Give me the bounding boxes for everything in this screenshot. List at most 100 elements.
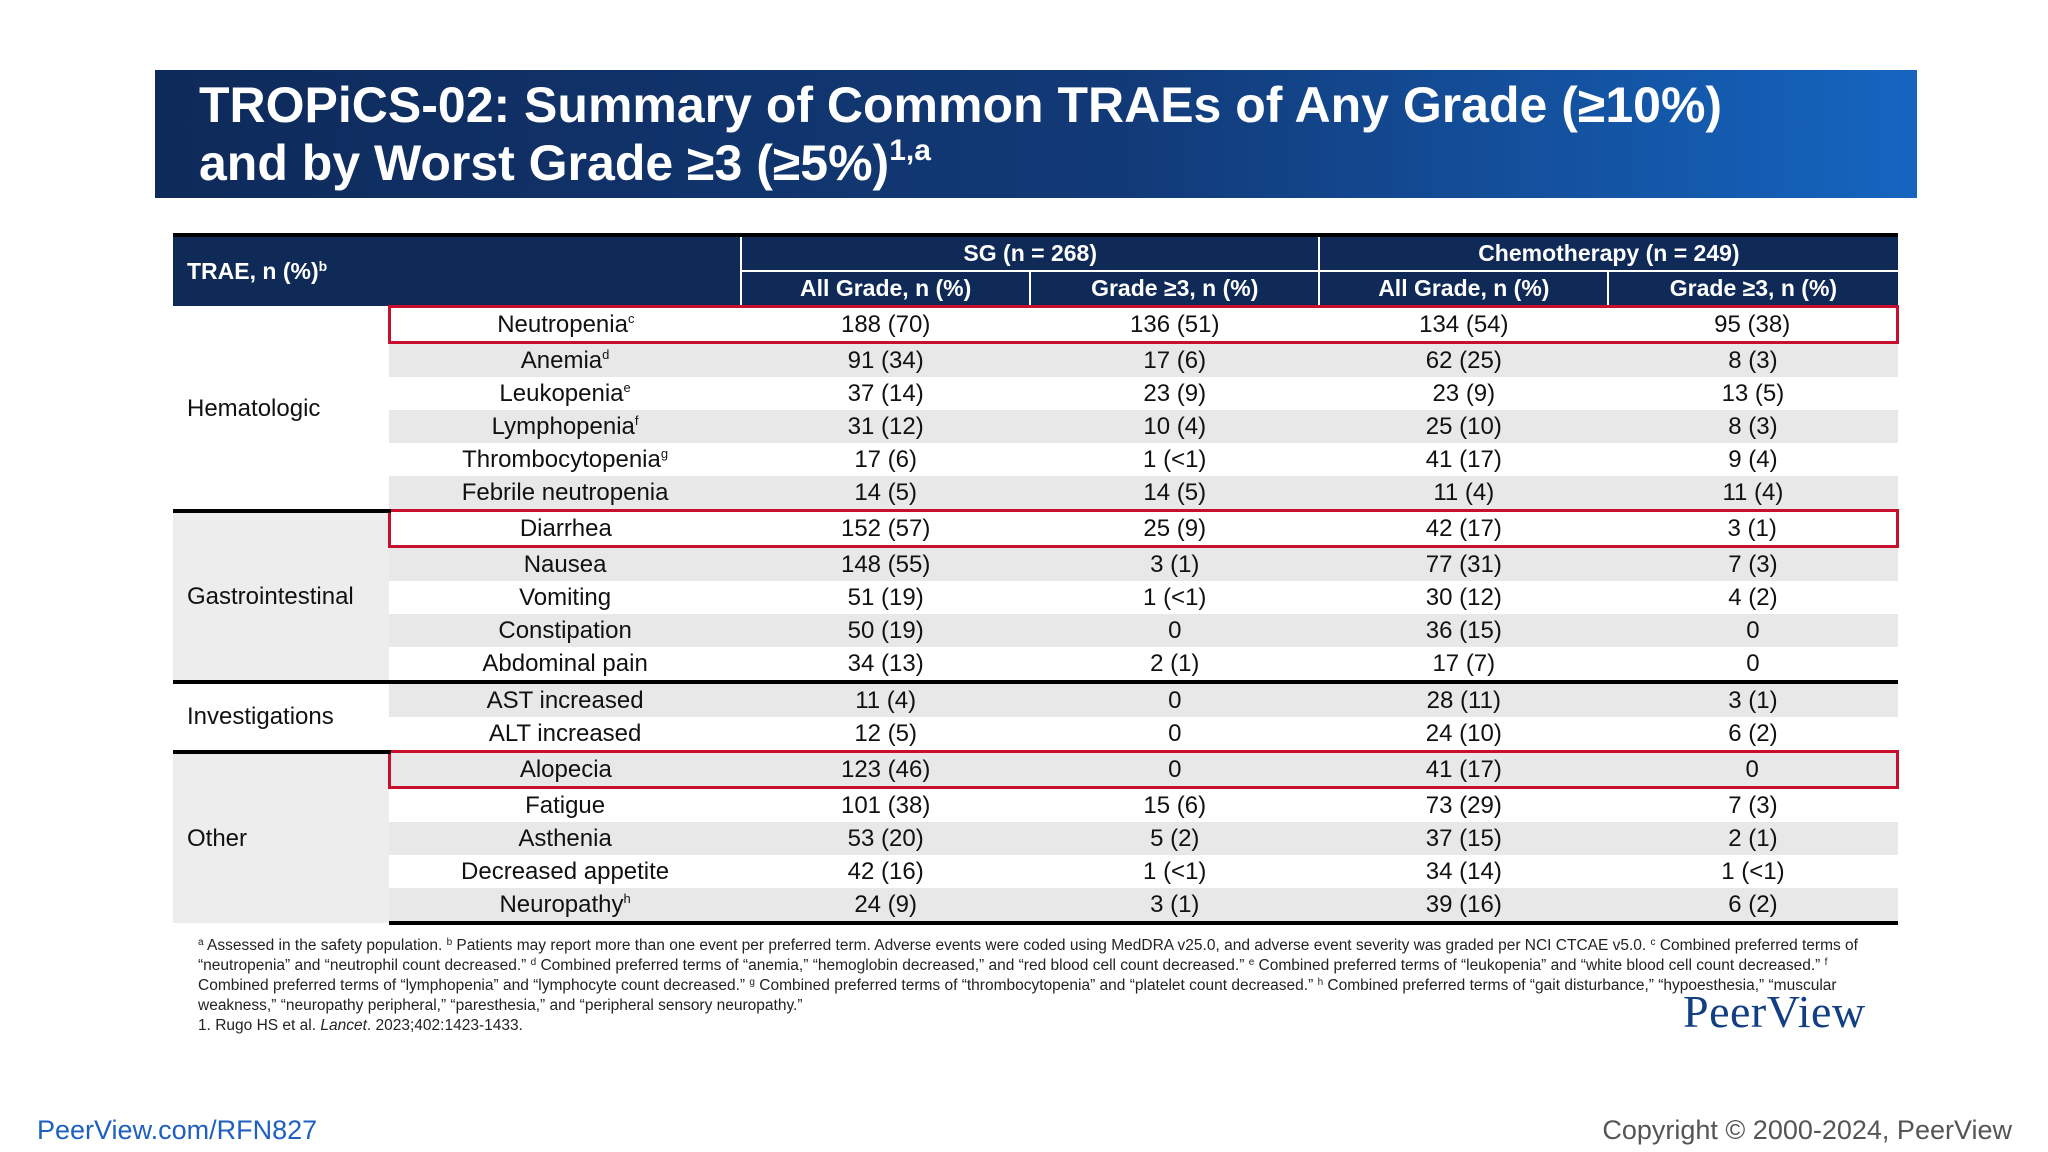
value-cell: 0: [1608, 750, 1900, 789]
table-row: Investigations AST increased 11 (4) 0 28…: [173, 680, 1898, 752]
sub-header-sg-all-grade: All Grade, n (%): [740, 271, 1031, 307]
value-cell: 8 (3): [1608, 342, 1898, 377]
term-label: Neuropathy: [499, 891, 624, 918]
value-cell: 1 (<1): [1608, 855, 1898, 888]
term-cell: Diarrhea: [387, 509, 742, 548]
value-cell: 50 (19): [741, 614, 1031, 647]
value-cell: 91 (34): [741, 342, 1031, 377]
value-cell: 17 (7): [1319, 647, 1609, 682]
value-cell: 41 (17): [1319, 443, 1609, 476]
value-cell: 31 (12): [741, 410, 1031, 443]
term-label: Abdominal pain: [482, 650, 648, 677]
value-cell: 136 (51): [1030, 305, 1320, 344]
table-row: Gastrointestinal Diarrhea 152 (57) 25 (9…: [173, 508, 1900, 682]
term-label: Diarrhea: [519, 515, 612, 542]
value-cell: 9 (4): [1608, 443, 1898, 476]
table-body: Hematologic Neutropeniac 188 (70) 136 (5…: [173, 305, 1900, 925]
value-cell: 14 (5): [741, 476, 1031, 511]
term-cell: Vomiting: [389, 581, 742, 614]
category-investigations: Investigations: [173, 680, 390, 752]
value-cell: 1 (<1): [1030, 855, 1320, 888]
slide-title-line-2: and by Worst Grade ≥3 (≥5%)1,a: [199, 134, 1917, 192]
value-cell: 30 (12): [1319, 581, 1609, 614]
value-cell: 15 (6): [1030, 787, 1320, 822]
reference: 1. Rugo HS et al. Lancet. 2023;402:1423-…: [198, 1017, 523, 1034]
value-cell: 10 (4): [1030, 410, 1320, 443]
value-cell: 3 (1): [1608, 509, 1900, 548]
title-banner: TROPiCS-02: Summary of Common TRAEs of A…: [155, 70, 1917, 198]
value-cell: 148 (55): [741, 546, 1031, 581]
table-row: Fatigue 101 (38) 15 (6) 73 (29) 7 (3): [173, 787, 1898, 822]
value-cell: 0: [1030, 614, 1320, 647]
term-superscript: f: [634, 413, 639, 428]
table-row: Thrombocytopeniag 17 (6) 1 (<1) 41 (17) …: [173, 443, 1898, 476]
value-cell: 28 (11): [1319, 680, 1609, 717]
term-label: Thrombocytopenia: [462, 446, 661, 473]
table-row: Leukopeniae 37 (14) 23 (9) 23 (9) 13 (5): [173, 377, 1898, 410]
sub-header-chemo-all-grade: All Grade, n (%): [1318, 271, 1609, 307]
value-cell: 6 (2): [1608, 717, 1898, 752]
footnotes: a Assessed in the safety population. b P…: [198, 936, 1858, 1036]
value-cell: 11 (4): [1319, 476, 1609, 511]
value-cell: 0: [1030, 750, 1320, 789]
term-cell: Neutropeniac: [387, 305, 742, 344]
term-superscript: h: [623, 891, 631, 906]
table-header: TRAE, n (%)b SG (n = 268) Chemotherapy (…: [173, 235, 1898, 308]
term-label: Fatigue: [525, 792, 606, 819]
term-cell: Anemiad: [389, 342, 742, 377]
value-cell: 51 (19): [741, 581, 1031, 614]
corner-header: TRAE, n (%)b: [173, 235, 742, 308]
term-cell: Nausea: [389, 546, 742, 581]
trae-table-container: TRAE, n (%)b SG (n = 268) Chemotherapy (…: [173, 233, 1900, 925]
category-other: Other: [173, 749, 390, 923]
value-cell: 3 (1): [1030, 546, 1320, 581]
group-header-sg: SG (n = 268): [740, 235, 1320, 272]
value-cell: 25 (10): [1319, 410, 1609, 443]
slide-title-line-1: TROPiCS-02: Summary of Common TRAEs of A…: [199, 77, 1723, 133]
value-cell: 23 (9): [1319, 377, 1609, 410]
term-cell: Leukopeniae: [389, 377, 742, 410]
table-row: ALT increased 12 (5) 0 24 (10) 6 (2): [173, 717, 1898, 752]
term-cell: Alopecia: [387, 750, 742, 789]
value-cell: 1 (<1): [1030, 581, 1320, 614]
value-cell: 7 (3): [1608, 787, 1898, 822]
value-cell: 14 (5): [1030, 476, 1320, 511]
term-cell: Decreased appetite: [389, 855, 742, 888]
value-cell: 11 (4): [1608, 476, 1898, 511]
term-cell: Constipation: [389, 614, 742, 647]
value-cell: 5 (2): [1030, 822, 1320, 855]
term-cell: Lymphopeniaf: [389, 410, 742, 443]
table-row: Neuropathyh 24 (9) 3 (1) 39 (16) 6 (2): [173, 888, 1898, 925]
table-row: Lymphopeniaf 31 (12) 10 (4) 25 (10) 8 (3…: [173, 410, 1898, 443]
value-cell: 36 (15): [1319, 614, 1609, 647]
footer-url-link[interactable]: PeerView.com/RFN827: [37, 1115, 318, 1145]
value-cell: 188 (70): [741, 305, 1031, 344]
value-cell: 0: [1608, 647, 1898, 682]
value-cell: 73 (29): [1319, 787, 1609, 822]
table-row: Abdominal pain 34 (13) 2 (1) 17 (7) 0: [173, 647, 1898, 682]
table-row: Constipation 50 (19) 0 36 (15) 0: [173, 614, 1898, 647]
term-superscript: e: [623, 380, 631, 395]
value-cell: 37 (14): [741, 377, 1031, 410]
value-cell: 134 (54): [1319, 305, 1609, 344]
term-label: Decreased appetite: [461, 858, 670, 885]
value-cell: 34 (13): [741, 647, 1031, 682]
term-superscript: d: [602, 347, 610, 362]
value-cell: 17 (6): [741, 443, 1031, 476]
value-cell: 2 (1): [1608, 822, 1898, 855]
term-label: Leukopenia: [499, 380, 624, 407]
value-cell: 13 (5): [1608, 377, 1898, 410]
term-label: Lymphopenia: [491, 413, 635, 440]
value-cell: 62 (25): [1319, 342, 1609, 377]
value-cell: 7 (3): [1608, 546, 1898, 581]
value-cell: 42 (17): [1319, 509, 1609, 548]
value-cell: 0: [1030, 717, 1320, 752]
table-row: Hematologic Neutropeniac 188 (70) 136 (5…: [173, 305, 1900, 511]
title-superscript: 1,a: [889, 134, 931, 167]
corner-label: TRAE, n (%): [187, 257, 319, 284]
term-cell: Neuropathyh: [389, 888, 742, 925]
term-cell: Abdominal pain: [389, 647, 742, 682]
table-row: Vomiting 51 (19) 1 (<1) 30 (12) 4 (2): [173, 581, 1898, 614]
term-label: Nausea: [523, 551, 607, 578]
peerview-logo: PeerView: [1683, 986, 1866, 1037]
